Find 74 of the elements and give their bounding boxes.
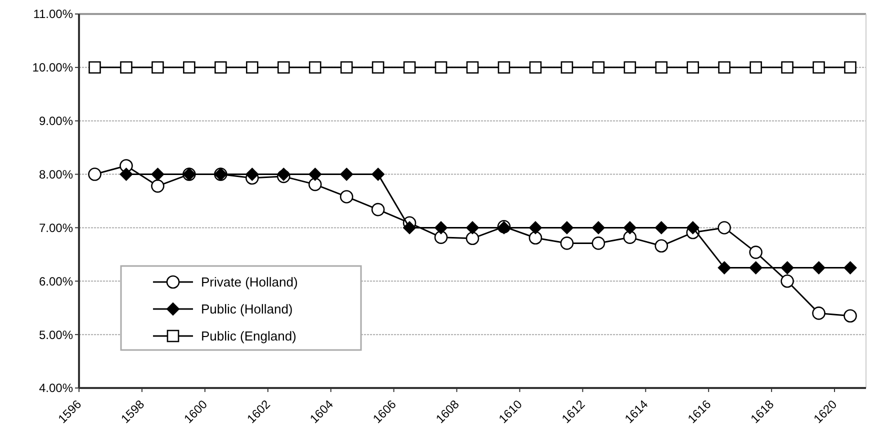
- point: [654, 239, 668, 253]
- point: [529, 61, 542, 74]
- legend-label: Private (Holland): [201, 274, 298, 290]
- point: [246, 168, 259, 181]
- point: [277, 61, 290, 74]
- point: [340, 61, 353, 74]
- point: [88, 61, 101, 74]
- point: [151, 179, 164, 193]
- point: [718, 61, 730, 74]
- point: [718, 261, 731, 274]
- point: [686, 61, 700, 74]
- point: [434, 221, 448, 234]
- point: [592, 61, 605, 74]
- y-tick-label: 11.00%: [33, 7, 74, 22]
- point: [372, 61, 384, 74]
- point: [246, 61, 258, 74]
- point: [781, 61, 794, 74]
- point: [152, 61, 164, 74]
- point: [88, 168, 102, 181]
- point: [749, 246, 762, 259]
- point: [308, 61, 322, 74]
- point: [466, 232, 480, 246]
- point: [560, 236, 574, 250]
- y-tick-label: 7.00%: [38, 220, 74, 235]
- point: [340, 190, 354, 204]
- point: [120, 61, 132, 74]
- point: [371, 202, 385, 216]
- y-tick-label: 5.00%: [38, 328, 74, 342]
- y-tick-label: 10.00%: [32, 60, 74, 75]
- point: [214, 61, 227, 74]
- point: [592, 236, 606, 250]
- point: [528, 221, 542, 234]
- y-tick-label: 8.00%: [38, 167, 74, 182]
- y-tick-label: 6.00%: [38, 274, 74, 288]
- point: [780, 274, 794, 288]
- point: [844, 261, 857, 274]
- point: [624, 61, 636, 74]
- point: [183, 61, 196, 74]
- point: [340, 168, 354, 181]
- point: [434, 61, 448, 74]
- legend-label: Public (Holland): [201, 302, 293, 317]
- point: [812, 306, 826, 320]
- point: [308, 178, 322, 192]
- point: [372, 168, 385, 181]
- point: [844, 309, 857, 323]
- point: [560, 61, 574, 74]
- point: [812, 261, 826, 274]
- y-tick-label: 4.00%: [38, 381, 74, 396]
- point: [434, 230, 448, 244]
- point: [466, 61, 479, 74]
- point: [151, 168, 164, 181]
- point: [308, 168, 322, 181]
- point: [466, 221, 479, 234]
- point: [498, 61, 510, 74]
- point: [403, 221, 416, 234]
- point: [654, 221, 668, 234]
- point: [277, 168, 290, 181]
- point: [812, 61, 825, 74]
- point: [844, 61, 856, 74]
- y-tick-label: 9.00%: [38, 114, 74, 128]
- point: [780, 261, 794, 274]
- point: [120, 168, 133, 181]
- point: [686, 221, 700, 234]
- point: [623, 230, 637, 244]
- point: [528, 231, 542, 245]
- point: [749, 261, 762, 274]
- point: [623, 221, 636, 234]
- point: [592, 221, 605, 234]
- point: [718, 221, 731, 234]
- point: [750, 61, 762, 74]
- legend-label: Public (England): [201, 328, 296, 344]
- point: [655, 61, 668, 74]
- point: [403, 61, 416, 74]
- point: [560, 221, 574, 234]
